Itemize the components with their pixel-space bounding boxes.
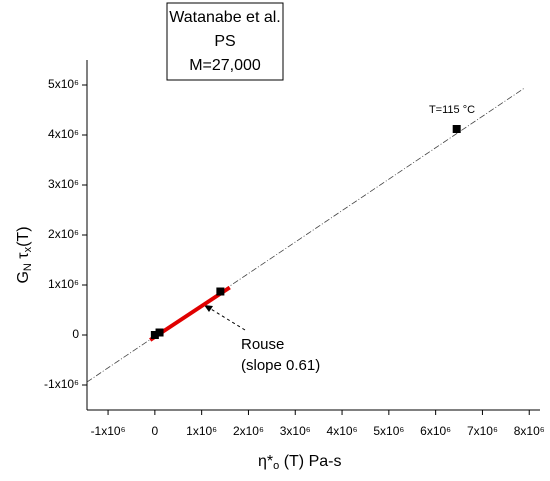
box-text: PS [214,33,235,50]
box-text: M=27,000 [189,57,261,74]
point [452,125,461,133]
y-axis-label: GN τx(T) [15,226,34,283]
y-axis-label-part: G [15,271,32,283]
x-tick-label: 3x10⁶ [280,424,311,438]
rouse-annotation: Rouse [241,336,284,353]
y-tick-label: 2x10⁶ [48,227,79,241]
y-tick-label: 3x10⁶ [48,177,79,191]
arrow-line [205,305,246,331]
box-text: Watanabe et al. [169,9,280,26]
x-axis-label-part: η* [258,453,273,470]
point-annotation: T=115 °C [429,104,475,116]
y-tick-label: -1x10⁶ [44,377,79,391]
x-tick-label: 7x10⁶ [467,424,498,438]
x-axis-label-part: (T) Pa-s [279,453,341,470]
y-axis-label-sub: N [22,263,34,271]
rouse-annotation: (slope 0.61) [241,357,320,374]
x-tick-label: 1x10⁶ [186,424,217,438]
x-axis-label-sub: o [273,460,279,472]
x-tick-label: 4x10⁶ [327,424,358,438]
x-tick-label: -1x10⁶ [91,424,126,438]
x-tick-label: 8x10⁶ [514,424,545,438]
x-axis-label: η*o (T) Pa-s [258,453,341,472]
y-axis-label-part: τ [15,252,32,263]
arrow-head [204,305,213,312]
y-axis-label-part: (T) [15,226,32,246]
y-tick-label: 0 [72,327,79,341]
x-tick-label: 6x10⁶ [420,424,451,438]
point [155,328,164,337]
x-tick-label: 5x10⁶ [373,424,404,438]
x-tick-label: 2x10⁶ [233,424,264,438]
y-tick-label: 5x10⁶ [48,77,79,91]
point [150,331,159,339]
x-tick-label: 0 [152,424,159,438]
y-tick-label: 1x10⁶ [48,277,79,291]
y-axis-label-sub: x [22,246,34,252]
info-box [166,2,284,81]
point [216,287,225,296]
y-tick-label: 4x10⁶ [48,127,79,141]
